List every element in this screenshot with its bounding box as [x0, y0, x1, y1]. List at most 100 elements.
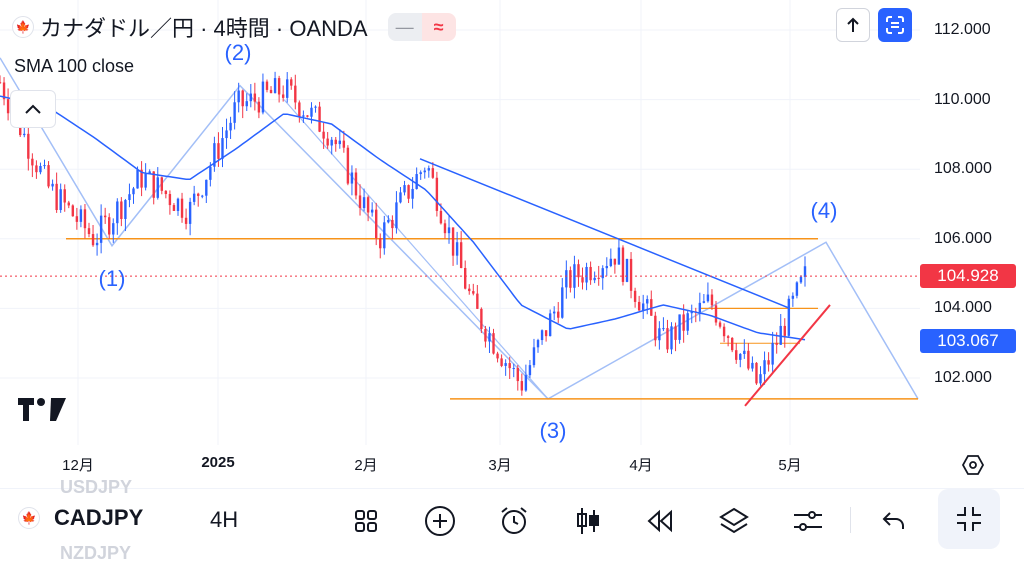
arrow-up-icon — [847, 17, 859, 32]
alarm-clock-icon[interactable] — [494, 501, 534, 541]
chart-settings-button[interactable] — [958, 450, 988, 480]
candle-up — [370, 209, 374, 213]
candle-down — [346, 147, 350, 184]
candle-down — [544, 330, 548, 337]
price-chart[interactable] — [0, 0, 920, 450]
candle-down — [666, 328, 669, 350]
candle-up — [237, 90, 240, 103]
candle-down — [718, 322, 722, 327]
sma-value-tag: 103.067 — [920, 329, 1016, 353]
candle-up — [585, 266, 588, 283]
price-axis-label: 106.000 — [934, 230, 992, 247]
candle-down — [629, 258, 633, 291]
time-axis-label: 4月 — [629, 457, 653, 474]
maple-leaf-icon: 🍁 — [18, 507, 40, 529]
candle-up — [233, 102, 236, 123]
candle-down — [654, 315, 657, 341]
candle-down — [152, 171, 155, 198]
candle-down — [358, 195, 362, 209]
candle-down — [172, 205, 176, 211]
trend-lines — [419, 158, 831, 407]
candle-up — [411, 188, 414, 199]
candle-down — [577, 264, 580, 278]
chart-mode-toggle[interactable]: — ≈ — [387, 13, 456, 41]
candle-down — [431, 168, 435, 178]
candles-icon[interactable] — [568, 501, 608, 541]
undo-icon[interactable] — [874, 501, 914, 541]
candle-down — [241, 90, 244, 107]
candle-down — [747, 350, 750, 369]
candle-up — [59, 189, 62, 210]
candle-up — [548, 313, 552, 337]
candle-up — [739, 353, 742, 360]
candle-down — [379, 238, 382, 249]
candle-up — [209, 166, 212, 180]
candle-up — [504, 363, 507, 366]
scroll-up-button[interactable] — [836, 8, 870, 42]
candle-up — [625, 258, 629, 282]
candle-up — [561, 287, 564, 318]
candle-up — [771, 342, 774, 365]
interval-selector[interactable]: 4H — [210, 507, 239, 532]
uptrend-line — [744, 304, 831, 407]
candle-up — [99, 215, 103, 243]
candle-up — [148, 171, 151, 174]
sma-indicator-label[interactable]: SMA 100 close — [14, 56, 135, 76]
candle-up — [273, 78, 277, 94]
layers-icon[interactable] — [714, 501, 754, 541]
candle-up — [423, 170, 426, 173]
current-price-tag: 104.928 — [920, 264, 1016, 288]
price-axis[interactable]: 112.000 110.000 108.000 106.000 104.000 … — [920, 0, 1024, 450]
candle-down — [354, 172, 358, 196]
candle-down — [443, 223, 447, 234]
symbol-selector[interactable]: 🍁 CADJPY — [18, 505, 143, 531]
candle-down — [637, 301, 641, 311]
candle-up — [399, 192, 402, 203]
exit-fullscreen-button[interactable] — [938, 489, 1000, 549]
candle-down — [439, 210, 443, 224]
candle-down — [468, 288, 471, 292]
candle-down — [306, 115, 309, 117]
candle-down — [557, 311, 560, 318]
replay-icon[interactable] — [640, 501, 680, 541]
sliders-icon[interactable] — [788, 501, 828, 541]
candle-down — [217, 143, 220, 159]
candle-down — [710, 294, 714, 306]
candle-down — [83, 209, 87, 229]
add-circle-icon[interactable] — [420, 501, 460, 541]
candle-down — [589, 266, 592, 281]
candle-up — [338, 140, 341, 145]
candle-down — [722, 326, 726, 337]
candle-up — [403, 185, 406, 193]
candle-up — [350, 172, 354, 184]
candle-down — [277, 78, 281, 95]
collapse-indicators-button[interactable] — [10, 90, 56, 128]
sma-100-path — [0, 95, 806, 341]
candle-down — [67, 202, 70, 206]
candle-up — [39, 166, 42, 173]
candle-up — [128, 194, 131, 201]
candle-down — [597, 277, 600, 279]
candle-down — [265, 81, 269, 90]
candle-up — [124, 200, 127, 219]
candle-up — [743, 350, 746, 354]
candle-up — [43, 165, 46, 167]
candle-up — [310, 107, 313, 117]
candle-up — [249, 93, 253, 102]
candle-down — [520, 381, 524, 391]
fit-chart-button[interactable] — [878, 8, 912, 42]
candle-up — [144, 173, 147, 188]
candle-up — [136, 169, 139, 189]
line-mode-icon[interactable]: — — [387, 13, 422, 41]
candle-up — [51, 183, 54, 187]
candle-down — [257, 101, 261, 113]
wave-mode-icon[interactable]: ≈ — [421, 13, 456, 41]
time-axis-label: 5月 — [778, 457, 802, 474]
candle-up — [702, 301, 706, 303]
elliott-wave-path — [0, 57, 919, 400]
candle-down — [6, 99, 10, 114]
grid-icon[interactable] — [346, 501, 386, 541]
candle-down — [0, 82, 2, 84]
chart-title[interactable]: 🍁 カナダドル／円 · 4時間 · OANDA — ≈ — [12, 12, 456, 42]
candle-down — [621, 247, 625, 282]
